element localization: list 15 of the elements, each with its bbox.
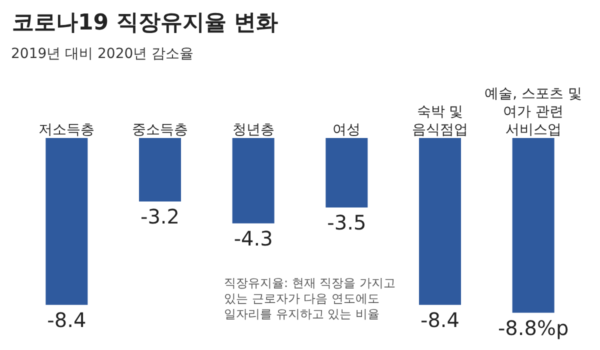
data-label: -4.3 xyxy=(234,226,273,250)
annotation: 직장유지율: 현재 직장을 가지고 있는 근로자가 다음 연도에도 일자리를 유지하고 있는 비율 xyxy=(224,276,396,322)
x-tick-label: 숙박 및 음식점업 xyxy=(412,104,468,138)
chart-subtitle: 2019년 대비 2020년 감소율 xyxy=(11,46,194,62)
x-tick-label: 여성 xyxy=(332,122,361,138)
data-label: -8.8%p xyxy=(498,316,569,340)
data-label: -3.5 xyxy=(327,210,366,235)
data-label: -3.2 xyxy=(140,204,180,229)
x-tick-label: 중소득층 xyxy=(132,122,188,138)
data-label: -8.4 xyxy=(47,308,86,332)
data-label: -8.4 xyxy=(420,308,460,332)
x-tick-label: 저소득층 xyxy=(38,122,95,138)
chart-title: 코로나19 직장유지율 변화 xyxy=(12,10,278,36)
x-tick-label: 청년층 xyxy=(232,122,274,138)
x-tick-label: 예술, 스포츠 및 여가 관련 서비스업 xyxy=(484,86,582,138)
